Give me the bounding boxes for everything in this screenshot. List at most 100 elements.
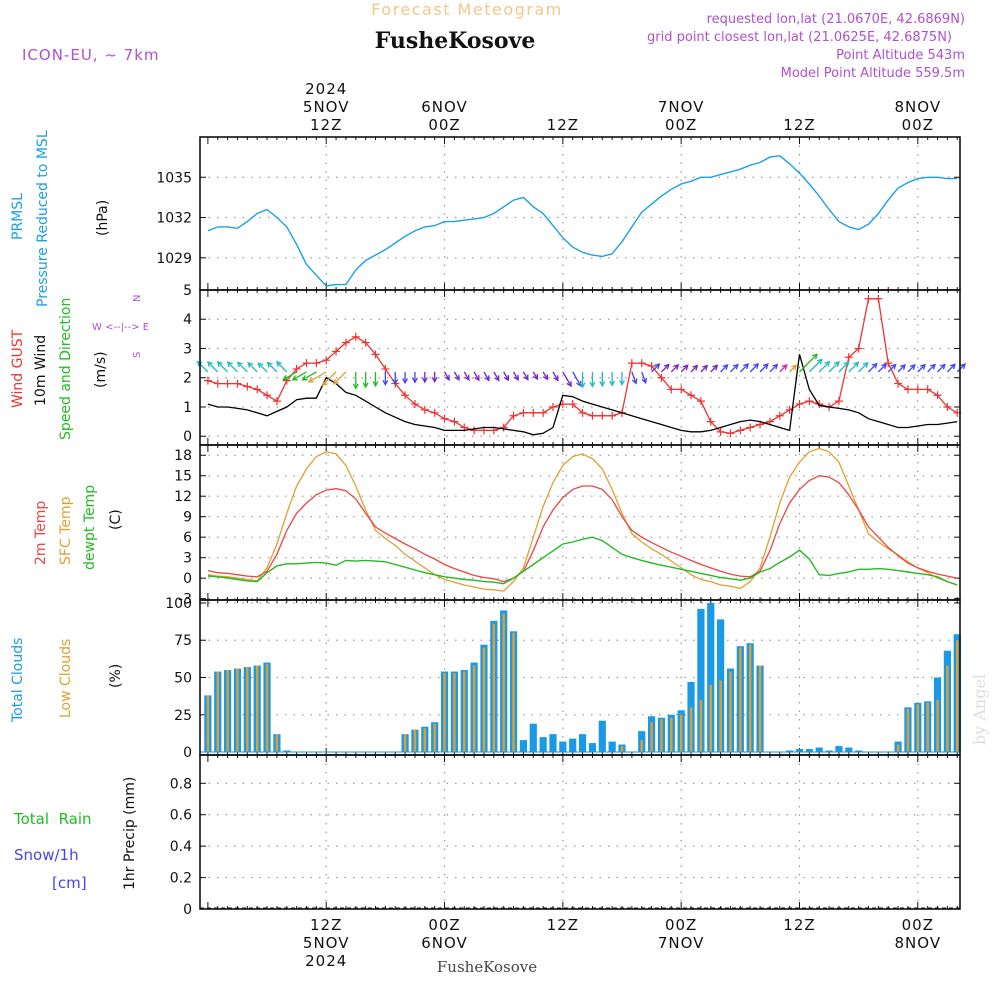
wind-direction-arrow — [227, 361, 238, 373]
gust-marker — [203, 376, 212, 385]
wind-arrow-head — [266, 361, 273, 368]
wind-direction-arrow — [779, 364, 788, 373]
y-tick-label: 3 — [183, 341, 192, 357]
total-cloud-bar — [835, 746, 843, 753]
total-cloud-bar — [805, 749, 813, 753]
wind-arrow-head — [301, 375, 308, 381]
pressure-unit: (hPa) — [95, 200, 111, 236]
gust-marker — [913, 385, 922, 394]
wind-direction-arrow — [730, 364, 739, 373]
gust-marker — [509, 411, 518, 420]
wind-direction-arrow — [572, 371, 582, 387]
total-cloud-bar — [825, 750, 833, 753]
wind-arrow-head — [247, 361, 254, 368]
low-cloud-bar — [492, 623, 496, 753]
low-cloud-bar — [463, 671, 466, 753]
wind-direction-arrow — [542, 371, 548, 380]
bottom-axis-label: 6NOV — [421, 934, 468, 952]
wind-direction-arrow — [493, 371, 500, 381]
wind-arrow-head — [542, 374, 549, 381]
top-axis-label: 00Z — [428, 116, 460, 134]
gust-marker — [312, 359, 321, 368]
gust-marker — [864, 294, 873, 303]
y-tick-label: 4 — [183, 312, 192, 328]
gust-marker — [420, 405, 429, 414]
wind-arrow-head — [919, 363, 926, 370]
wind-direction-arrow — [720, 364, 728, 373]
wind-arrow-head — [321, 380, 328, 387]
wind-arrow-head — [431, 376, 438, 384]
closest-location: grid point closest lon,lat (21.0625E, 42… — [647, 30, 952, 45]
wind-direction-arrow — [877, 363, 887, 373]
low-cloud-bar — [660, 719, 663, 753]
wind-arrow-head — [692, 364, 699, 371]
bottom-axis-label: 12Z — [547, 916, 579, 934]
wind-direction-arrow — [789, 364, 797, 373]
wind-arrow-head — [881, 363, 888, 370]
low-cloud-bar — [650, 722, 653, 753]
gust-marker — [223, 379, 232, 388]
gust-marker — [687, 391, 696, 400]
wind-direction-arrow — [292, 371, 307, 381]
gust-marker — [371, 350, 380, 359]
wind-direction-arrow — [858, 362, 869, 373]
temp2m-label: 2m Temp — [33, 501, 49, 565]
footer-station: FusheKosove — [437, 958, 537, 976]
total-cloud-bar — [795, 749, 804, 753]
low-cloud-bar — [916, 704, 920, 753]
wind-arrow-head — [216, 361, 223, 367]
low-cloud-bar — [265, 664, 269, 753]
gust-marker — [243, 382, 252, 391]
wind-direction-arrow — [799, 353, 818, 373]
prmsl-label: PRMSL — [10, 193, 26, 240]
wind-arrow-head — [589, 381, 596, 388]
gust-marker — [253, 385, 262, 394]
wind-arrow-head — [930, 363, 936, 370]
low-cloud-bar — [926, 702, 929, 753]
top-axis-label: 12Z — [310, 116, 342, 134]
wind-arrow-head — [753, 362, 760, 369]
wind-direction-arrow — [690, 365, 698, 373]
wind-direction-arrow — [503, 371, 510, 381]
wind-arrow-head — [654, 363, 661, 370]
wind-arrow-head — [843, 361, 850, 368]
gust-marker — [894, 379, 903, 388]
gust-marker — [519, 408, 528, 417]
wind-direction-arrow — [473, 371, 480, 381]
bottom-axis-label: 12Z — [310, 916, 342, 934]
gust-marker — [696, 397, 705, 406]
y-tick-label: 5 — [183, 283, 192, 299]
wind-direction-arrow — [769, 364, 778, 373]
gust-marker — [775, 411, 784, 420]
wind-direction-arrow — [651, 363, 660, 373]
y-tick-label: 75 — [174, 633, 192, 649]
wind-arrow-head — [702, 364, 709, 371]
wind-direction-arrow — [302, 371, 317, 381]
y-tick-label: -3 — [178, 592, 192, 608]
gust-marker — [529, 408, 538, 417]
wind-arrow-head — [454, 374, 460, 382]
gust-marker — [213, 379, 222, 388]
precip-unit: 1hr Precip (mm) — [122, 777, 138, 890]
wind-arrow-head — [641, 377, 648, 385]
wind-direction-arrow — [217, 361, 229, 373]
dewpt-line — [207, 536, 958, 586]
wind-direction-arrow — [532, 371, 538, 380]
wind-arrow-head — [890, 363, 897, 370]
wind-arrow-head — [743, 363, 750, 370]
temp-labels: 2m Temp SFC Temp dewpt Temp (C) — [33, 485, 124, 570]
y-tick-label: 25 — [174, 708, 192, 724]
wind-arrow-head — [332, 378, 339, 385]
gust-marker — [401, 391, 410, 400]
low-cloud-bar — [226, 670, 229, 753]
bottom-axis-label: 00Z — [665, 916, 697, 934]
wind-arrow-head — [513, 374, 519, 382]
wind-arrow-head — [226, 361, 233, 368]
gust-marker — [430, 408, 439, 417]
wind-direction-arrow — [512, 371, 519, 381]
wind-direction-arrow — [562, 371, 572, 387]
gust-marker — [292, 364, 301, 373]
wind-arrow-head — [673, 363, 680, 370]
